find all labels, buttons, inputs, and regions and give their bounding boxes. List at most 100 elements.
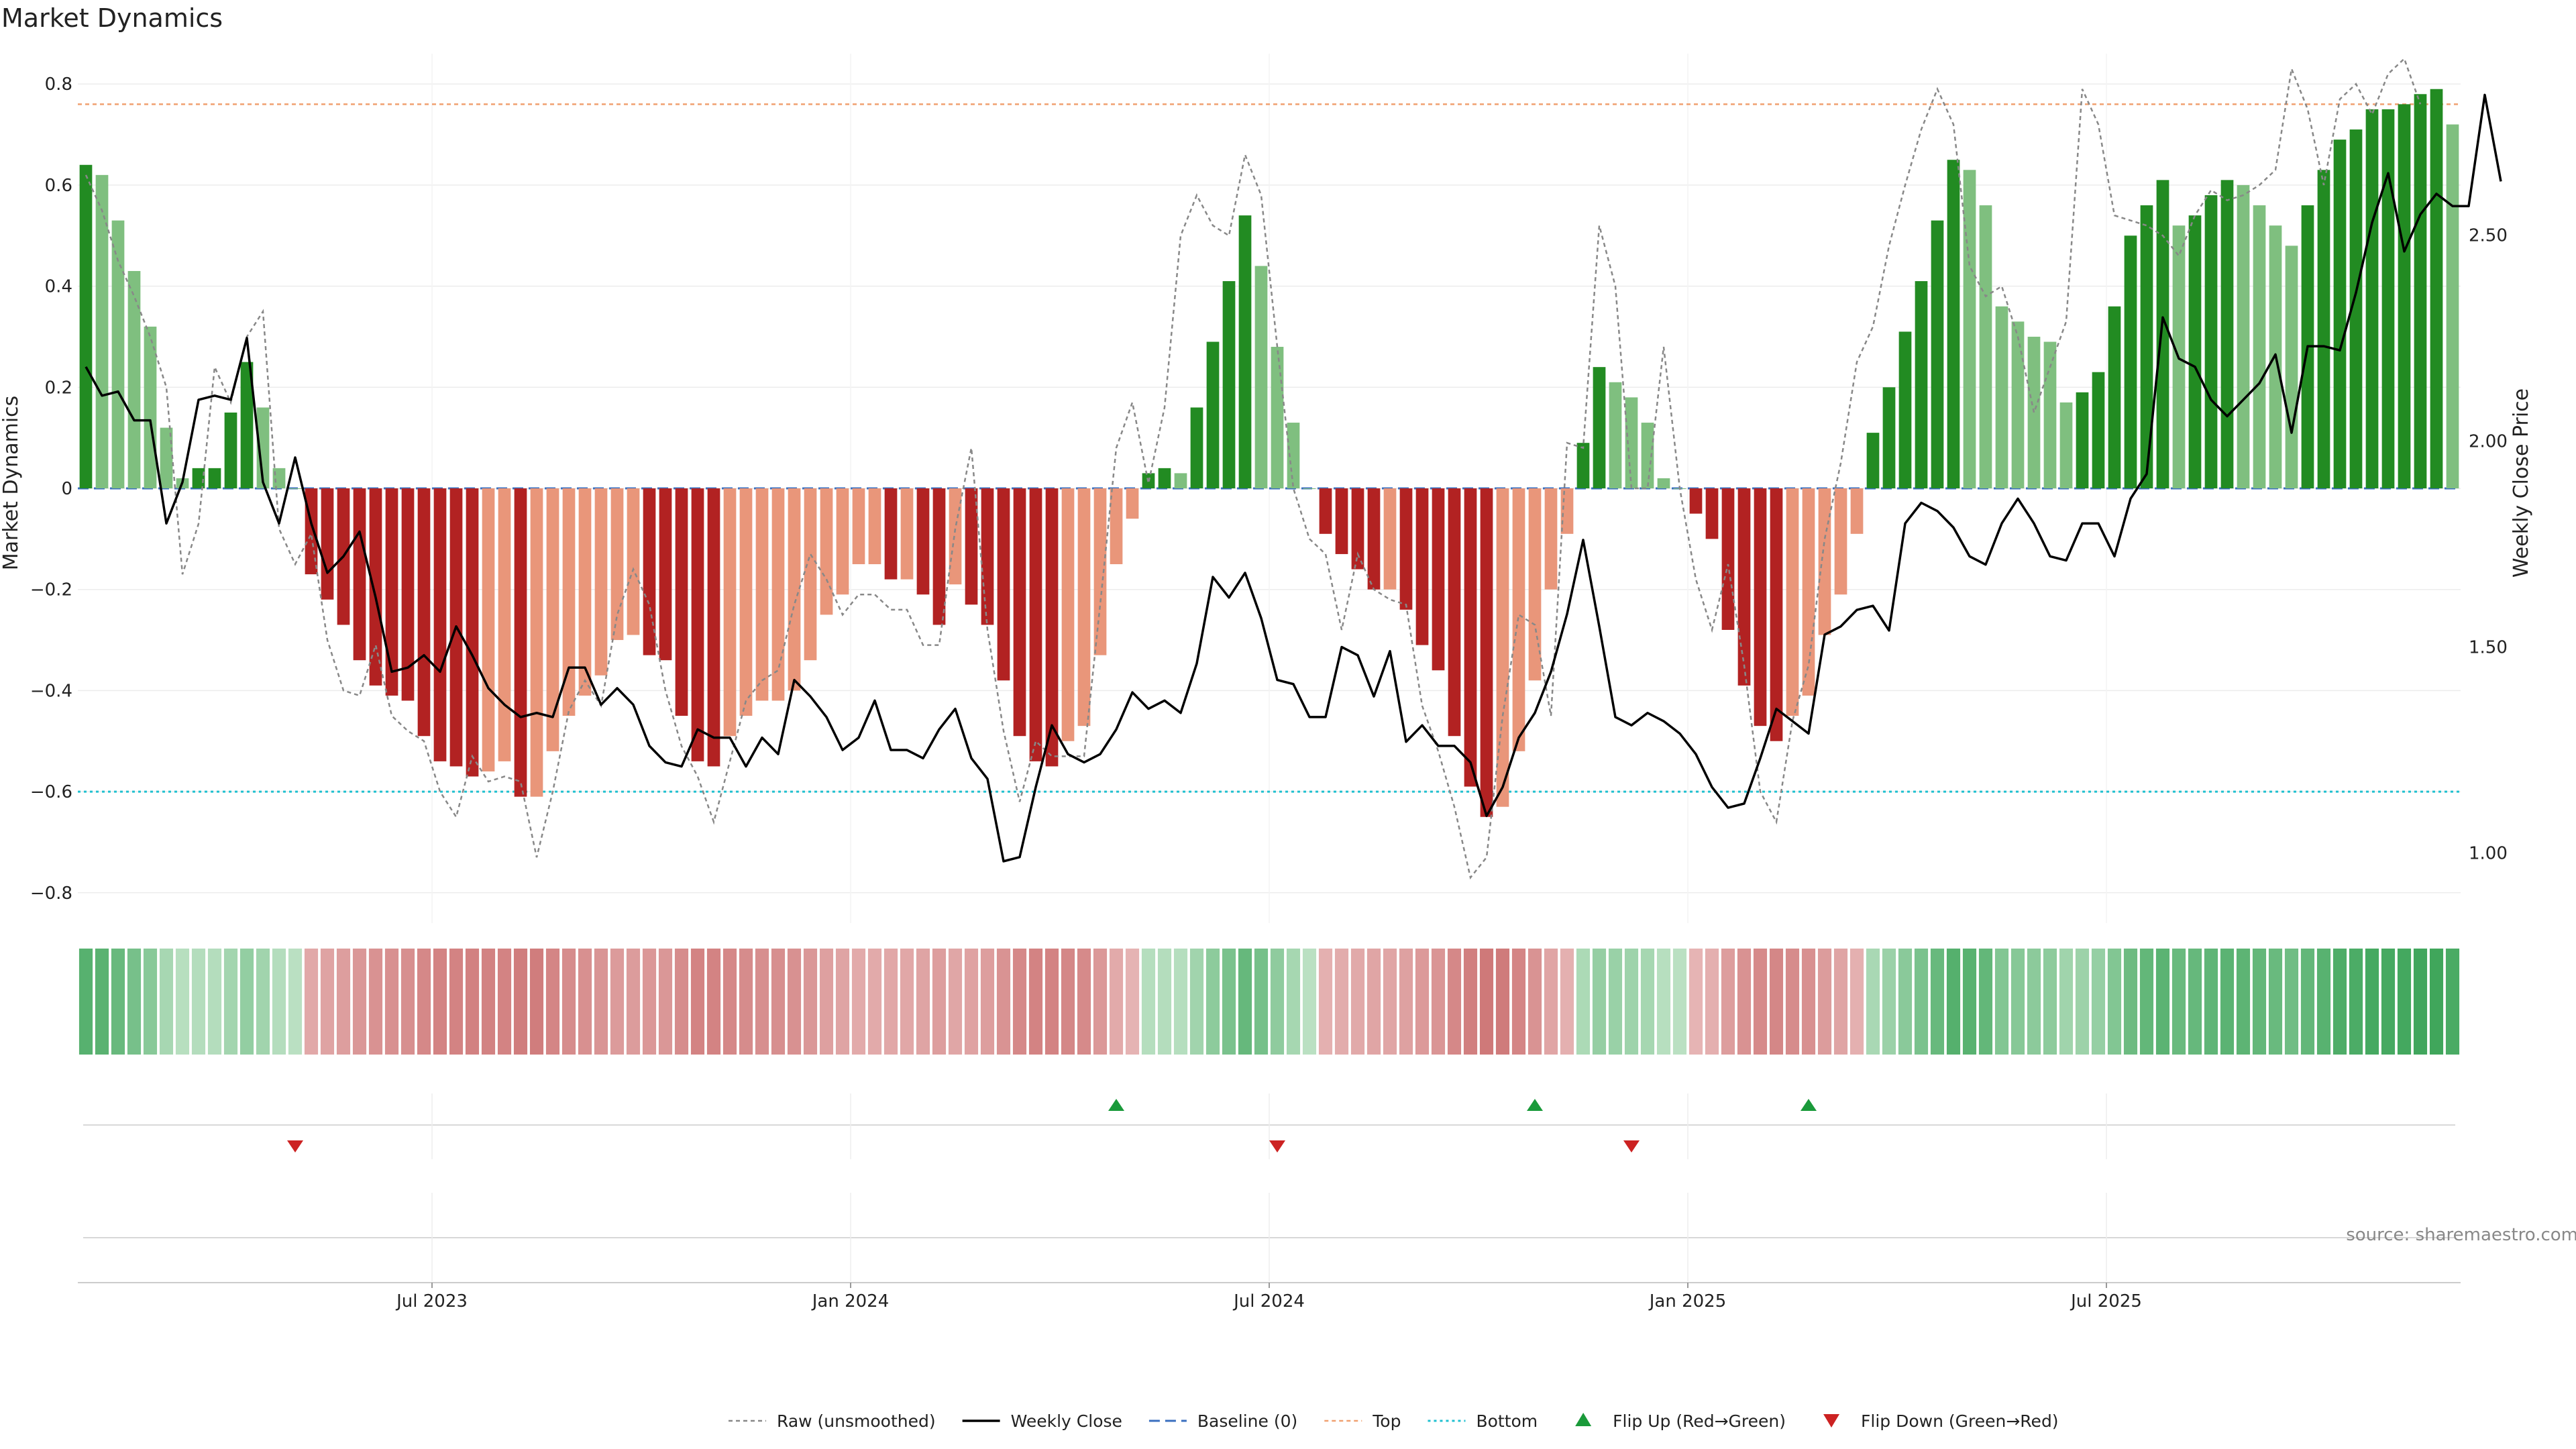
bar (981, 488, 994, 625)
bars (79, 89, 2459, 817)
legend-label: Baseline (0) (1197, 1411, 1297, 1431)
bar (546, 488, 559, 751)
source-note: source: sharemaestro.com (2346, 1225, 2576, 1245)
heat-cell (2252, 949, 2267, 1055)
heat-cell (1399, 949, 1413, 1055)
y-tick-label: −0.8 (30, 883, 72, 904)
heat-cell (1028, 949, 1043, 1055)
x-axis-ticks: Jul 2023 Jan 2024 Jul 2024 Jan 2025 Jul 2025 (395, 1283, 2142, 1311)
heat-cell (2381, 949, 2396, 1055)
bar (884, 488, 898, 580)
bar (900, 488, 914, 580)
bar (2092, 372, 2105, 488)
heat-cell (111, 949, 125, 1055)
y2-tick-label: 2.50 (2469, 225, 2508, 246)
bar (482, 488, 495, 771)
heat-cell (449, 949, 464, 1055)
bar (1110, 488, 1123, 565)
heat-cell (2445, 949, 2460, 1055)
heat-cell (1238, 949, 1252, 1055)
y-tick-label: 0.2 (45, 378, 72, 398)
heat-cell (1978, 949, 1993, 1055)
bar (1093, 488, 1107, 655)
bar (1206, 341, 1220, 488)
bar (562, 488, 576, 716)
legend-label: Flip Down (Green→Red) (1861, 1411, 2059, 1431)
bar (2285, 246, 2298, 488)
x-tick-label: Jul 2023 (395, 1291, 468, 1311)
legend-item: Flip Down (Green→Red) (1823, 1411, 2059, 1431)
bar (643, 488, 656, 655)
bar (997, 488, 1010, 681)
heat-cell (352, 949, 367, 1055)
bar (1705, 488, 1719, 539)
y-tick-label: −0.4 (30, 681, 72, 701)
heat-cell (2429, 949, 2444, 1055)
heat-cell (819, 949, 834, 1055)
heat-cell (513, 949, 528, 1055)
bar (2156, 180, 2169, 488)
heat-cell (1061, 949, 1075, 1055)
heat-cell (867, 949, 882, 1055)
heat-cell (578, 949, 592, 1055)
bar (1689, 488, 1703, 514)
bar (2108, 306, 2121, 488)
bar (2059, 402, 2073, 488)
bar (401, 488, 415, 701)
bar (2398, 104, 2411, 489)
chart-title: Market Dynamics (1, 3, 223, 33)
heat-cell (658, 949, 673, 1055)
heat-cell (1270, 949, 1285, 1055)
heat-cell (2316, 949, 2331, 1055)
heat-cell (2027, 949, 2041, 1055)
lines (85, 57, 2502, 879)
bar (1319, 488, 1332, 534)
heat-cell (2188, 949, 2202, 1055)
heat-cell (256, 949, 270, 1055)
bar (1254, 266, 1268, 488)
heat-cell (1817, 949, 1832, 1055)
bar (578, 488, 592, 696)
heat-cell (1898, 949, 1913, 1055)
flip-up-marker (1801, 1099, 1817, 1111)
flip-up-marker (1108, 1099, 1124, 1111)
bar (1609, 382, 1622, 488)
heat-cell (900, 949, 914, 1055)
heat-cell (1753, 949, 1768, 1055)
y-tick-label: 0.6 (45, 176, 72, 196)
heat-cell (674, 949, 689, 1055)
bar (2140, 205, 2153, 488)
bar (1754, 488, 1767, 727)
bar (2188, 215, 2202, 488)
bar (1415, 488, 1429, 645)
bar (1287, 423, 1300, 488)
heat-cell (1624, 949, 1639, 1055)
bar (417, 488, 431, 737)
heat-cell (1463, 949, 1478, 1055)
heat-cell (706, 949, 721, 1055)
heat-cell (594, 949, 608, 1055)
bar (288, 488, 302, 489)
heat-cell (1560, 949, 1574, 1055)
bar (739, 488, 753, 716)
bar (2349, 129, 2363, 488)
bar (224, 412, 237, 488)
heat-cell (787, 949, 802, 1055)
heat-cell (996, 949, 1011, 1055)
bar (1029, 488, 1042, 761)
heat-cell (2204, 949, 2218, 1055)
bar (2011, 321, 2025, 488)
legend-item: Weekly Close (962, 1411, 1122, 1431)
bar (1045, 488, 1059, 767)
bar (2381, 109, 2395, 488)
heat-cell (1383, 949, 1397, 1055)
y2-tick-label: 2.00 (2469, 431, 2508, 451)
heat-cell (755, 949, 769, 1055)
heat-cell (1705, 949, 1719, 1055)
heat-cell (1044, 949, 1059, 1055)
heat-cell (1769, 949, 1784, 1055)
heat-cell (1366, 949, 1381, 1055)
bar (1464, 488, 1477, 787)
legend-label: Top (1372, 1411, 1401, 1431)
